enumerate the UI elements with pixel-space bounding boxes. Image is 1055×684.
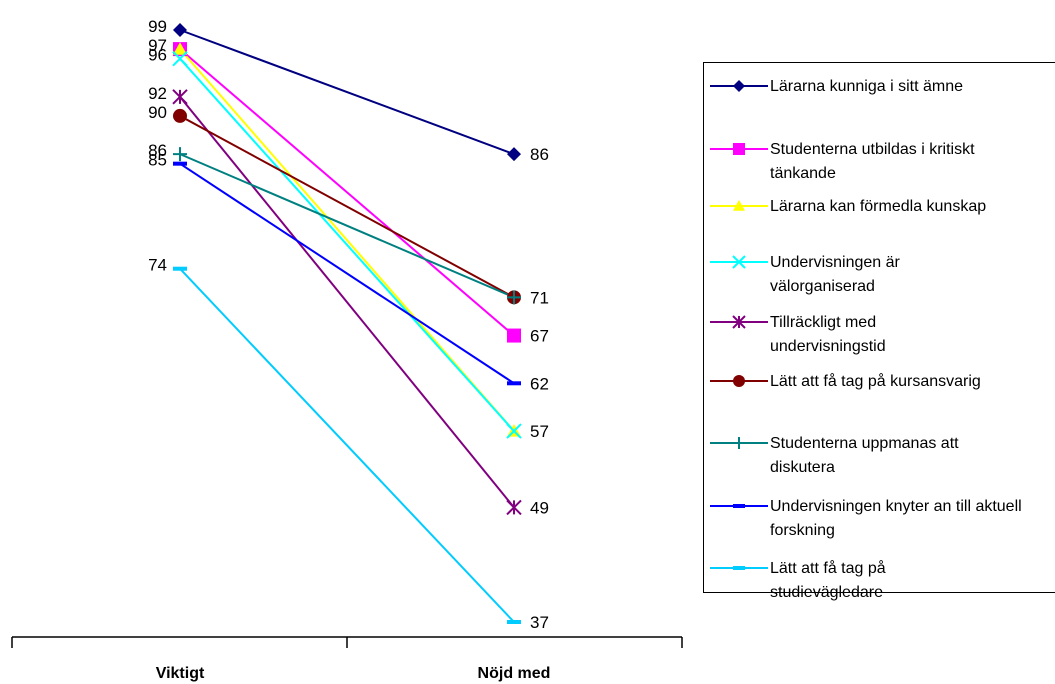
series-markers (172, 23, 522, 624)
series-point (172, 50, 188, 67)
series-point (507, 328, 521, 343)
data-label: 57 (530, 422, 549, 441)
x-axis: Viktigt Nöjd med (11, 636, 683, 682)
legend-swatch (710, 200, 768, 211)
series-line-1 (179, 29, 515, 156)
series-point (173, 147, 187, 162)
series-line-2 (179, 48, 515, 337)
series-line-9 (179, 268, 515, 623)
x-tick-label: Nöjd med (478, 665, 551, 682)
x-tick-label: Viktigt (156, 665, 205, 682)
data-label: 71 (530, 288, 549, 307)
data-label: 85 (148, 151, 167, 170)
legend-label: Lätt att få tag på studievägledare (770, 560, 886, 601)
data-label: 62 (530, 374, 549, 393)
chart-plot: Viktigt Nöjd med 999796929086857486716762… (11, 17, 683, 682)
legend-marker (733, 143, 745, 155)
legend-swatch (710, 437, 768, 449)
legend-swatch (710, 315, 768, 329)
legend: Lärarna kunniga i sitt ämne Studenterna u… (703, 62, 1055, 601)
legend-label: Undervisningen är välorganiserad (770, 254, 900, 295)
series-line-8 (179, 162, 515, 385)
data-label: 86 (148, 141, 167, 160)
legend-label: Lärarna kunniga i sitt ämne (770, 78, 963, 95)
series-line-7 (179, 153, 515, 299)
series-line-4 (179, 57, 515, 432)
legend-label: Lätt att få tag på kursansvarig (770, 373, 981, 390)
series-lines (179, 29, 515, 623)
legend-marker (733, 80, 745, 92)
series-point (173, 266, 187, 271)
legend-label: Tillräckligt med undervisningstid (770, 314, 886, 355)
data-label: 37 (530, 613, 549, 632)
data-label: 97 (148, 36, 167, 55)
legend-swatch (710, 504, 768, 508)
series-point (506, 499, 522, 516)
series-point (173, 108, 187, 123)
data-label: 49 (530, 498, 549, 517)
legend-label: Undervisningen knyter an till aktuell fo… (770, 498, 1022, 539)
legend-marker (733, 437, 745, 449)
series-point (173, 161, 187, 166)
legend-marker (733, 504, 745, 508)
series-point (173, 23, 187, 37)
series-point (507, 290, 521, 305)
series-point (506, 423, 522, 439)
legend-swatch (710, 566, 768, 570)
legend-marker (732, 315, 746, 329)
legend-swatch (710, 375, 768, 387)
data-label: 86 (530, 145, 549, 164)
series-point (507, 147, 521, 162)
series-point (507, 381, 521, 386)
data-label: 92 (148, 84, 167, 103)
legend-swatch (710, 255, 768, 269)
legend-marker (733, 375, 745, 387)
data-label: 96 (148, 46, 167, 65)
series-line-3 (179, 48, 515, 432)
series-line-5 (179, 96, 515, 509)
legend-label: Lärarna kan förmedla kunskap (770, 198, 987, 215)
series-line-6 (179, 115, 515, 299)
legend-swatch (710, 80, 768, 92)
legend-marker (733, 566, 745, 570)
legend-label: Studenterna uppmanas att diskutera (770, 435, 959, 476)
legend-marker (732, 255, 746, 269)
data-label: 74 (148, 256, 167, 275)
series-point (507, 620, 521, 624)
data-label: 99 (148, 17, 167, 36)
data-label: 67 (530, 327, 549, 346)
legend-label: Studenterna utbildas i kritiskt tänkande (770, 141, 975, 182)
legend-marker (733, 200, 745, 211)
legend-swatch (710, 143, 768, 155)
series-point (173, 42, 187, 55)
data-label: 90 (148, 103, 167, 122)
series-point (172, 89, 188, 105)
